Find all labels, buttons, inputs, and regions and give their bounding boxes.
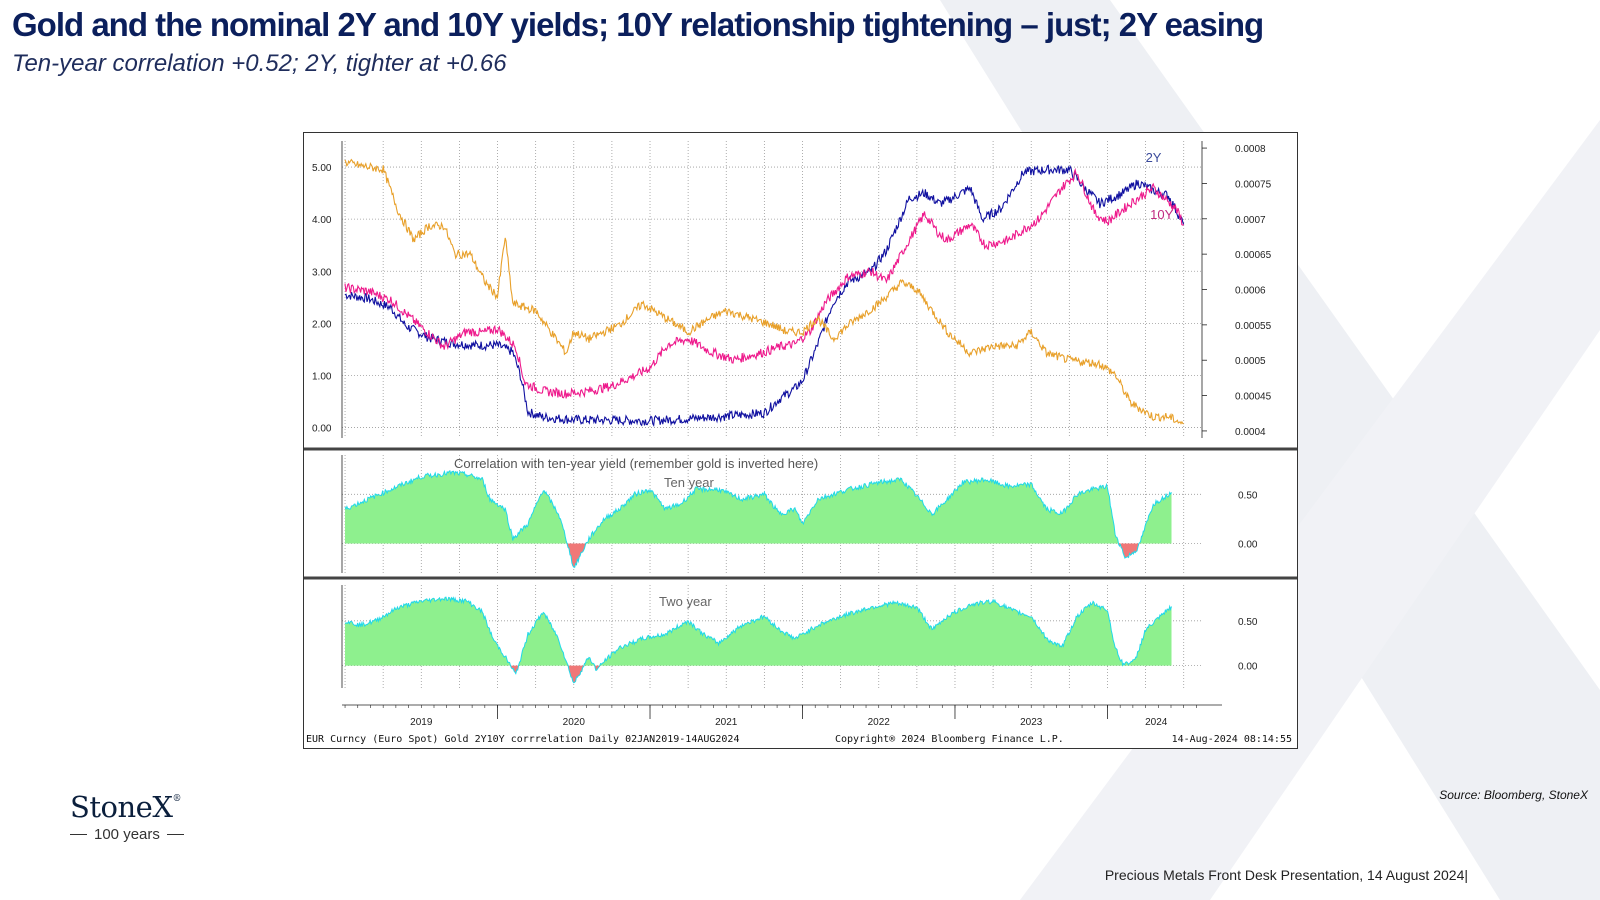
- series-annotation-1: 10Y: [1150, 207, 1173, 222]
- right-tick-label-8: 0.0004: [1235, 427, 1266, 438]
- right-tick-label-6: 0.0005: [1235, 356, 1266, 367]
- chart-panel: 5.00 4.00 3.00 2.00 1.00 0.00 0.0008 0.00075 0.0…: [303, 132, 1298, 749]
- logo-tagline-text: 100 years: [94, 826, 160, 843]
- x-tick-label-2020: 2020: [563, 717, 586, 728]
- ten-year-corr-tick-label-1: 0.00: [1238, 540, 1258, 551]
- presentation-footer: Precious Metals Front Desk Presentation,…: [1104, 867, 1468, 883]
- ten-year-corr-positive-area: [345, 470, 1172, 544]
- series-line-2: [344, 158, 1184, 425]
- page-title: Gold and the nominal 2Y and 10Y yields; …: [12, 6, 1264, 43]
- page-subtitle: Ten-year correlation +0.52; 2Y, tighter …: [12, 50, 507, 77]
- series-annotation-0: 2Y: [1146, 150, 1162, 165]
- chart-svg: 5.00 4.00 3.00 2.00 1.00 0.00 0.0008 0.00075 0.0…: [304, 141, 1297, 745]
- right-tick-label-1: 0.00075: [1235, 179, 1272, 190]
- two-year-corr-tick-label-0: 0.50: [1238, 617, 1258, 628]
- logo-wordmark: StoneX®: [70, 790, 200, 824]
- right-tick-label-5: 0.00055: [1235, 321, 1272, 332]
- right-tick-label-7: 0.00045: [1235, 392, 1272, 403]
- left-tick-label-3: 2.00: [312, 319, 332, 330]
- two-year-corr-tick-label-1: 0.00: [1238, 662, 1258, 673]
- x-tick-label-2021: 2021: [715, 717, 738, 728]
- logo-name: StoneX: [70, 790, 173, 824]
- series-line-1: [344, 167, 1185, 399]
- x-tick-label-2022: 2022: [868, 717, 891, 728]
- ten-year-corr-line: [344, 469, 1172, 568]
- right-tick-label-4: 0.0006: [1235, 286, 1266, 297]
- stonex-logo: StoneX® 100 years: [70, 790, 200, 843]
- x-tick-label-2019: 2019: [410, 717, 433, 728]
- chart-footer-center: Copyright® 2024 Bloomberg Finance L.P.: [835, 734, 1064, 745]
- two-year-corr-negative-area: [345, 665, 1172, 683]
- chart-footer-right: 14-Aug-2024 08:14:55: [1172, 734, 1292, 745]
- logo-registered-mark: ®: [172, 794, 181, 804]
- left-tick-label-2: 3.00: [312, 267, 332, 278]
- ten-year-corr-label: Ten year: [664, 475, 715, 490]
- two-year-corr-positive-area: [345, 597, 1172, 666]
- source-note: Source: Bloomberg, StoneX: [1439, 788, 1588, 802]
- two-year-corr-line: [344, 596, 1172, 684]
- ten-year-corr-negative-area: [345, 543, 1172, 568]
- left-tick-label-4: 1.00: [312, 371, 332, 382]
- left-tick-label-5: 0.00: [312, 424, 332, 435]
- series-line-0: [344, 164, 1185, 427]
- x-tick-label-2023: 2023: [1020, 717, 1043, 728]
- right-tick-label-2: 0.0007: [1235, 215, 1266, 226]
- x-tick-label-2024: 2024: [1145, 717, 1168, 728]
- left-tick-label-0: 5.00: [312, 163, 332, 174]
- right-tick-label-3: 0.00065: [1235, 250, 1272, 261]
- chart-footer-left: EUR Curncy (Euro Spot) Gold 2Y10Y corrre…: [306, 734, 739, 745]
- two-year-corr-label: Two year: [659, 594, 712, 609]
- left-tick-label-1: 4.00: [312, 215, 332, 226]
- ten-year-corr-title: Correlation with ten-year yield (remembe…: [454, 456, 818, 471]
- ten-year-corr-tick-label-0: 0.50: [1238, 490, 1258, 501]
- logo-tagline: 100 years: [70, 826, 200, 843]
- right-tick-label-0: 0.0008: [1235, 144, 1266, 155]
